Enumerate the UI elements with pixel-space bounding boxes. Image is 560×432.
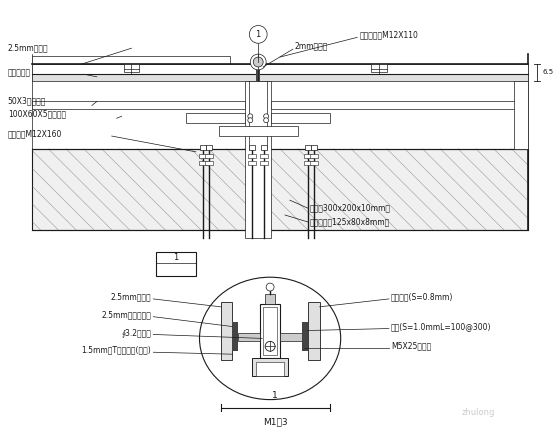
Text: ∮3.2拉铆钉: ∮3.2拉铆钉 (122, 328, 151, 337)
Bar (280, 334, 302, 341)
Bar (310, 154, 318, 158)
Bar (32, 149, 528, 230)
Circle shape (264, 118, 269, 123)
Bar (200, 145, 206, 150)
Text: 6.5: 6.5 (543, 70, 553, 75)
Circle shape (265, 341, 275, 351)
Bar (265, 294, 275, 304)
Text: 化学螺栓M12X160: 化学螺栓M12X160 (8, 130, 62, 139)
Text: 2mm耐候胶: 2mm耐候胶 (295, 42, 328, 51)
Bar (252, 358, 288, 376)
Text: 钢板（300x200x10mm）: 钢板（300x200x10mm） (310, 203, 391, 213)
Text: 氯丁胶条(S=0.8mm): 氯丁胶条(S=0.8mm) (391, 292, 453, 302)
Bar (205, 161, 213, 165)
Circle shape (250, 54, 266, 70)
Bar (249, 145, 255, 150)
Bar (302, 321, 308, 351)
Bar (310, 161, 318, 165)
Bar (260, 161, 268, 165)
Text: 2.5mm铝单板: 2.5mm铝单板 (111, 292, 151, 302)
Bar (305, 145, 311, 150)
Text: 铝板勾缝条: 铝板勾缝条 (8, 68, 31, 77)
Bar (371, 64, 387, 72)
Bar (260, 304, 280, 358)
Text: 2.5mm铝单板: 2.5mm铝单板 (8, 44, 48, 53)
Bar (248, 154, 256, 158)
Text: 镀锌角板（125x80x8mm）: 镀锌角板（125x80x8mm） (310, 217, 390, 226)
Text: 铝件(S=1.0mmL=100@300): 铝件(S=1.0mmL=100@300) (391, 322, 491, 331)
Text: 1: 1 (255, 30, 261, 39)
Bar (304, 154, 312, 158)
Bar (245, 81, 271, 238)
Bar (304, 161, 312, 165)
Bar (32, 74, 528, 81)
Bar (261, 145, 267, 150)
Text: 不锈钢螺栓M12X110: 不锈钢螺栓M12X110 (359, 30, 418, 39)
Bar (514, 81, 528, 149)
Text: 1: 1 (272, 391, 278, 400)
Bar (124, 64, 139, 72)
Bar (32, 56, 231, 64)
Circle shape (266, 283, 274, 291)
Bar (206, 145, 212, 150)
Bar (271, 102, 528, 109)
Bar (199, 161, 207, 165)
Bar (248, 161, 256, 165)
Circle shape (248, 114, 253, 119)
Bar (256, 64, 260, 81)
Text: 1: 1 (174, 253, 179, 262)
Bar (32, 102, 245, 109)
Text: zhulong: zhulong (461, 408, 494, 417)
Circle shape (264, 114, 269, 119)
Bar (199, 154, 207, 158)
Bar (263, 307, 277, 355)
Text: M1：3: M1：3 (263, 417, 287, 426)
Bar (232, 321, 239, 351)
Bar (156, 251, 196, 276)
Bar (218, 126, 298, 136)
Bar (271, 113, 330, 123)
Bar (205, 154, 213, 158)
Bar (260, 154, 268, 158)
Bar (239, 334, 260, 341)
Text: 100X60X5铝件铝槽: 100X60X5铝件铝槽 (8, 110, 66, 119)
Text: 50X3铝件铝槽: 50X3铝件铝槽 (8, 96, 46, 105)
Ellipse shape (199, 277, 340, 400)
Text: 2.5mm铝件铝槽粘: 2.5mm铝件铝槽粘 (101, 310, 151, 319)
Bar (308, 302, 320, 360)
Circle shape (253, 57, 263, 67)
Text: 1.5mm铝T道连接片(铝板): 1.5mm铝T道连接片(铝板) (82, 346, 151, 355)
Bar (311, 145, 316, 150)
Circle shape (249, 25, 267, 43)
Text: M5X25螺栓钉: M5X25螺栓钉 (391, 342, 431, 351)
Bar (32, 64, 528, 74)
Circle shape (248, 118, 253, 123)
Bar (221, 302, 232, 360)
Bar (256, 362, 284, 376)
Bar (186, 113, 245, 123)
